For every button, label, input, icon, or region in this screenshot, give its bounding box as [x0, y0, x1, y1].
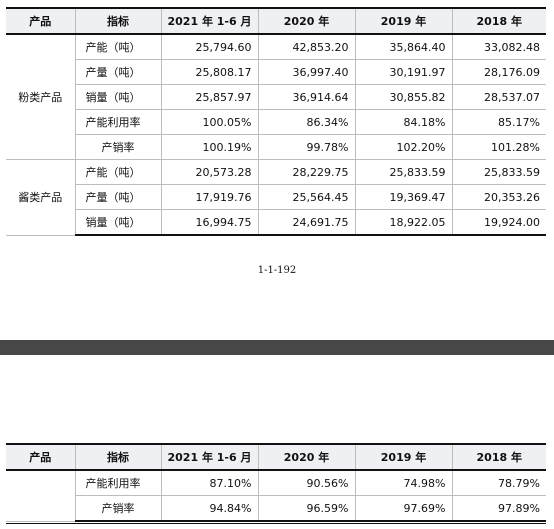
value-cell: 36,997.40 — [257, 59, 356, 85]
value-cell: 74.98% — [354, 469, 453, 496]
indicator-cell: 销量（吨） — [75, 84, 162, 110]
value-cell: 97.69% — [354, 495, 453, 522]
value-cell: 99.78% — [257, 134, 356, 160]
header-indicator: 指标 — [74, 443, 162, 471]
value-cell: 25,833.59 — [451, 159, 546, 185]
value-cell: 25,833.59 — [354, 159, 453, 185]
value-cell: 30,191.97 — [354, 59, 453, 85]
category-cell — [6, 469, 76, 522]
header-2018: 2018 年 — [451, 7, 546, 35]
value-cell: 36,914.64 — [257, 84, 356, 110]
bottom-rule — [6, 523, 546, 524]
value-cell: 94.84% — [160, 495, 259, 522]
value-cell: 25,564.45 — [257, 184, 356, 210]
header-2020: 2020 年 — [257, 443, 356, 471]
value-cell: 19,924.00 — [451, 209, 546, 236]
header-indicator: 指标 — [74, 7, 162, 35]
value-cell: 101.28% — [451, 134, 546, 160]
category-cell: 酱类产品 — [6, 159, 76, 236]
value-cell: 16,994.75 — [160, 209, 259, 236]
value-cell: 28,176.09 — [451, 59, 546, 85]
value-cell: 28,229.75 — [257, 159, 356, 185]
table-row: 粉类产品 产能（吨） 25,794.60 42,853.20 35,864.40… — [6, 33, 546, 160]
header-product: 产品 — [6, 443, 76, 471]
capacity-table: 产品 指标 2021 年 1-6 月 2020 年 2019 年 2018 年 … — [6, 7, 546, 236]
value-cell: 30,855.82 — [354, 84, 453, 110]
value-cell: 100.05% — [160, 109, 259, 135]
value-cell: 78.79% — [451, 469, 546, 496]
indicator-cell: 产能（吨） — [74, 33, 162, 60]
table-row: 产销率 94.84% 96.59% 97.69% 97.89% — [6, 495, 546, 522]
value-cell: 90.56% — [257, 469, 356, 496]
table-row: 酱类产品 产能（吨） 20,573.28 28,229.75 25,833.59… — [6, 159, 546, 236]
table-row: 销量（吨） 16,994.75 24,691.75 18,922.05 19,9… — [6, 209, 546, 236]
header-2019: 2019 年 — [354, 443, 453, 471]
header-2021h1: 2021 年 1-6 月 — [160, 443, 259, 471]
value-cell: 85.17% — [451, 109, 546, 135]
table-row: 产量（吨） 17,919.76 25,564.45 19,369.47 20,3… — [6, 184, 546, 210]
header-2019: 2019 年 — [354, 7, 453, 35]
document-page-top: 产品 指标 2021 年 1-6 月 2020 年 2019 年 2018 年 … — [6, 7, 546, 276]
value-cell: 17,919.76 — [160, 184, 259, 210]
value-cell: 87.10% — [160, 469, 259, 496]
table-row: 产量（吨） 25,808.17 36,997.40 30,191.97 28,1… — [6, 59, 546, 85]
value-cell: 25,857.97 — [160, 84, 259, 110]
indicator-cell: 产销率 — [75, 495, 162, 522]
value-cell: 18,922.05 — [354, 209, 453, 236]
header-2021h1: 2021 年 1-6 月 — [160, 7, 259, 35]
table-row: 产能利用率 100.05% 86.34% 84.18% 85.17% — [6, 109, 546, 135]
indicator-cell: 产能（吨） — [74, 159, 162, 185]
value-cell: 84.18% — [354, 109, 453, 135]
indicator-cell: 销量（吨） — [75, 209, 162, 236]
value-cell: 97.89% — [451, 495, 546, 522]
value-cell: 25,794.60 — [160, 33, 259, 60]
table-row: 销量（吨） 25,857.97 36,914.64 30,855.82 28,5… — [6, 84, 546, 110]
value-cell: 19,369.47 — [354, 184, 453, 210]
value-cell: 42,853.20 — [257, 33, 356, 60]
value-cell: 20,353.26 — [451, 184, 546, 210]
page-separator — [0, 340, 554, 355]
header-2018: 2018 年 — [451, 443, 546, 471]
table-header-row: 产品 指标 2021 年 1-6 月 2020 年 2019 年 2018 年 — [6, 7, 546, 35]
indicator-cell: 产能利用率 — [74, 469, 162, 496]
value-cell: 35,864.40 — [354, 33, 453, 60]
indicator-cell: 产量（吨） — [75, 59, 162, 85]
value-cell: 28,537.07 — [451, 84, 546, 110]
page-number: 1-1-192 — [257, 265, 297, 276]
value-cell: 20,573.28 — [160, 159, 259, 185]
value-cell: 102.20% — [354, 134, 453, 160]
table-row: 产销率 100.19% 99.78% 102.20% 101.28% — [6, 134, 546, 160]
indicator-cell: 产能利用率 — [75, 109, 162, 135]
header-product: 产品 — [6, 7, 76, 35]
value-cell: 24,691.75 — [257, 209, 356, 236]
indicator-cell: 产量（吨） — [75, 184, 162, 210]
value-cell: 86.34% — [257, 109, 356, 135]
category-cell: 粉类产品 — [6, 33, 76, 160]
table-header-row: 产品 指标 2021 年 1-6 月 2020 年 2019 年 2018 年 — [6, 443, 546, 471]
value-cell: 100.19% — [160, 134, 259, 160]
indicator-cell: 产销率 — [75, 134, 162, 160]
capacity-table-continued: 产品 指标 2021 年 1-6 月 2020 年 2019 年 2018 年 … — [6, 443, 546, 522]
document-page-bottom: 产品 指标 2021 年 1-6 月 2020 年 2019 年 2018 年 … — [0, 355, 554, 529]
header-2020: 2020 年 — [257, 7, 356, 35]
value-cell: 33,082.48 — [451, 33, 546, 60]
value-cell: 96.59% — [257, 495, 356, 522]
value-cell: 25,808.17 — [160, 59, 259, 85]
table-row: 产能利用率 87.10% 90.56% 74.98% 78.79% — [6, 469, 546, 522]
